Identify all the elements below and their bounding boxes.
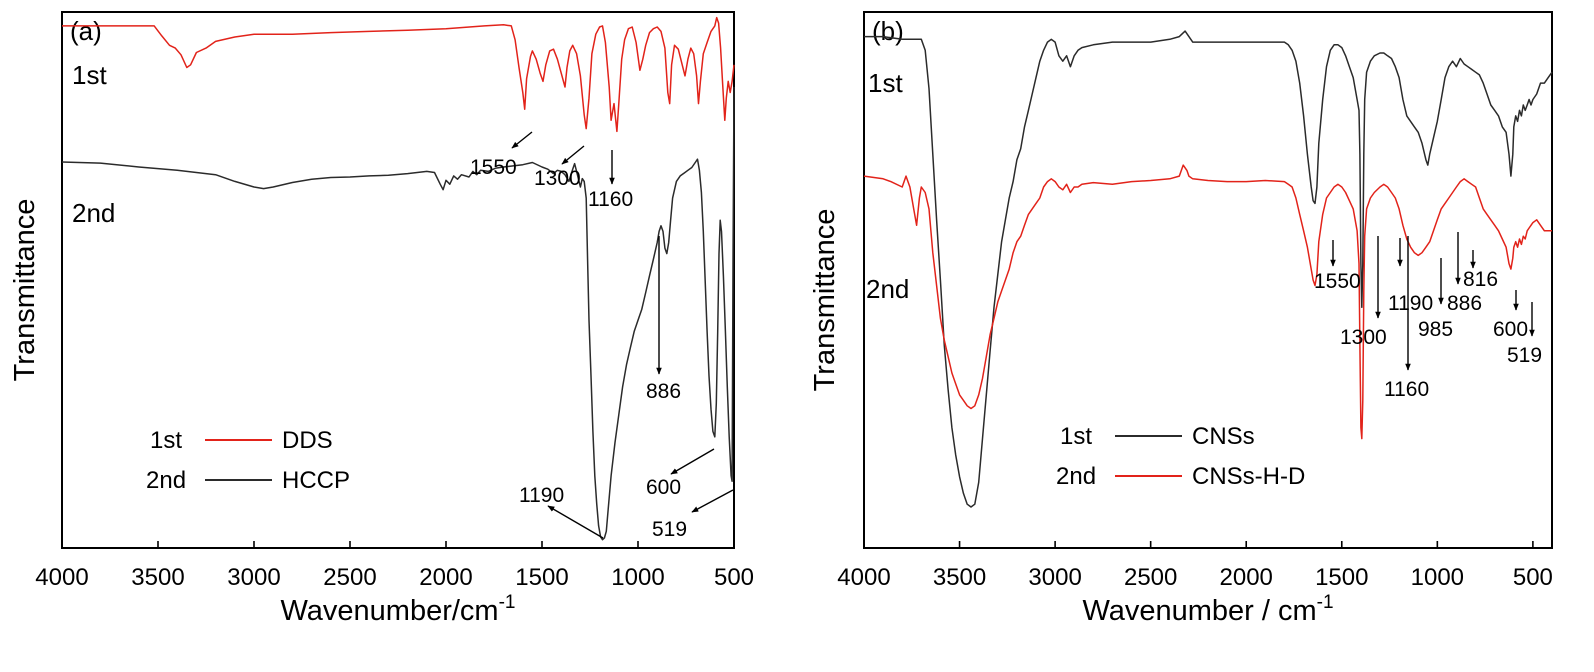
panel-a-plot-frame — [61, 11, 735, 549]
x-tick-label-3500: 3500 — [933, 564, 986, 591]
annotation-b-1550-label: 1550 — [1314, 270, 1361, 293]
annotation-a-600: 600 — [646, 448, 715, 499]
annotation-b-886: 886 — [1447, 232, 1482, 315]
panel-a-label: (a) — [70, 16, 102, 46]
annotation-a-1190-arrow — [547, 505, 604, 539]
panel-b-x-ticks: 4000 3500 3000 2500 2000 1500 1000 500 — [837, 541, 1553, 591]
x-tick-label-3000: 3000 — [1028, 564, 1081, 591]
annotation-b-985-label: 985 — [1418, 318, 1453, 341]
annotation-a-519-label: 519 — [652, 518, 687, 541]
panel-a-legend: 1st DDS 2nd HCCP — [146, 427, 350, 494]
annotation-b-519: 519 — [1507, 302, 1542, 367]
x-tick-label-500: 500 — [1513, 564, 1553, 591]
legend-a-tag-2: 2nd — [146, 467, 186, 494]
panel-b-x-axis-title-main: Wavenumber / cm — [1082, 595, 1316, 627]
panel-a-x-ticks: 4000 3500 3000 2500 2000 1500 1000 500 — [35, 541, 754, 591]
x-tick-label-2500: 2500 — [323, 564, 376, 591]
x-tick-label-2500: 2500 — [1124, 564, 1177, 591]
panel-b-series — [863, 30, 1553, 508]
panel-b-y-axis-title: Transmittance — [809, 209, 841, 392]
annotation-a-600-label: 600 — [646, 476, 681, 499]
panel-b-x-axis-title-sup: -1 — [1317, 592, 1334, 613]
annotation-b-816: 816 — [1463, 250, 1498, 291]
x-tick-label-4000: 4000 — [35, 564, 88, 591]
series-line-cnss — [864, 30, 1553, 508]
annotation-b-519-label: 519 — [1507, 344, 1542, 367]
panel-a-series — [61, 16, 735, 541]
annotation-a-1300-arrow — [561, 145, 585, 165]
annotation-a-1550: 1550 — [470, 131, 533, 179]
annotation-b-1160-label: 1160 — [1384, 378, 1429, 401]
annotation-a-1190-label: 1190 — [519, 484, 564, 507]
x-tick-label-1500: 1500 — [1315, 564, 1368, 591]
x-tick-label-1000: 1000 — [1411, 564, 1464, 591]
panel-b: (b) 4000 3500 3000 2500 2000 1500 1000 500 1st … — [809, 11, 1553, 627]
panel-a: (a) 4000 3500 3000 2500 2000 1500 1000 500 1st … — [9, 11, 754, 627]
panel-a-x-axis-title-main: Wavenumber/cm — [280, 595, 498, 627]
series-line-cnss-h-d — [863, 164, 1552, 440]
panel-a-trace-label-2: 2nd — [72, 198, 115, 228]
panel-a-trace-label-1: 1st — [72, 60, 107, 90]
annotation-a-1160: 1160 — [588, 150, 633, 211]
annotation-b-1160: 1160 — [1384, 236, 1429, 401]
panel-b-annotations: 1550 1300 1190 1160 985 886 — [1314, 232, 1542, 401]
annotation-b-1300: 1300 — [1340, 236, 1387, 349]
annotation-b-816-label: 816 — [1463, 268, 1498, 291]
annotation-a-519: 519 — [652, 489, 734, 541]
annotation-b-600-label: 600 — [1493, 318, 1528, 341]
panel-b-trace-label-1: 1st — [868, 68, 903, 98]
panel-b-legend: 1st CNSs 2nd CNSs-H-D — [1056, 423, 1305, 490]
panel-a-y-axis-title: Transmittance — [9, 199, 41, 382]
annotation-a-1300-label: 1300 — [534, 167, 581, 190]
series-line-dds — [62, 16, 735, 133]
annotation-b-1550: 1550 — [1314, 240, 1361, 293]
panel-b-label: (b) — [872, 16, 904, 46]
annotation-a-1300: 1300 — [534, 145, 585, 190]
legend-b-tag-2: 2nd — [1056, 463, 1096, 490]
x-tick-label-3500: 3500 — [131, 564, 184, 591]
panel-a-annotations: 1550 1300 1160 886 1190 600 — [470, 131, 734, 541]
legend-a-tag-1: 1st — [150, 427, 182, 454]
panel-a-x-axis-title: Wavenumber/cm-1 — [280, 592, 515, 627]
annotation-a-1550-label: 1550 — [470, 156, 517, 179]
panel-b-trace-label-2: 2nd — [866, 274, 909, 304]
x-tick-label-3000: 3000 — [227, 564, 280, 591]
legend-b-name-2: CNSs-H-D — [1192, 463, 1305, 490]
x-tick-label-2000: 2000 — [419, 564, 472, 591]
legend-b-name-1: CNSs — [1192, 423, 1255, 450]
legend-b-tag-1: 1st — [1060, 423, 1092, 450]
annotation-a-1160-label: 1160 — [588, 188, 633, 211]
x-tick-label-1000: 1000 — [611, 564, 664, 591]
x-tick-label-500: 500 — [714, 564, 754, 591]
panel-b-x-axis-title: Wavenumber / cm-1 — [1082, 592, 1333, 627]
annotation-b-1190: 1190 — [1388, 238, 1433, 315]
annotation-a-1550-arrow — [511, 131, 533, 149]
x-tick-label-1500: 1500 — [515, 564, 568, 591]
panel-b-plot-frame — [863, 11, 1553, 549]
legend-a-name-2: HCCP — [282, 467, 350, 494]
annotation-a-1190: 1190 — [519, 484, 604, 539]
annotation-b-886-label: 886 — [1447, 292, 1482, 315]
series-line-hccp — [61, 86, 735, 541]
x-tick-label-4000: 4000 — [837, 564, 890, 591]
x-tick-label-2000: 2000 — [1220, 564, 1273, 591]
annotation-a-886-label: 886 — [646, 380, 681, 403]
annotation-a-600-arrow — [670, 448, 715, 475]
annotation-b-1190-label: 1190 — [1388, 292, 1433, 315]
legend-a-name-1: DDS — [282, 427, 333, 454]
annotation-b-1300-label: 1300 — [1340, 326, 1387, 349]
annotation-a-519-arrow — [691, 489, 734, 513]
annotation-b-600: 600 — [1493, 290, 1528, 341]
annotation-b-985: 985 — [1418, 258, 1453, 341]
panel-a-x-axis-title-sup: -1 — [499, 592, 516, 613]
annotation-a-886: 886 — [646, 236, 681, 403]
